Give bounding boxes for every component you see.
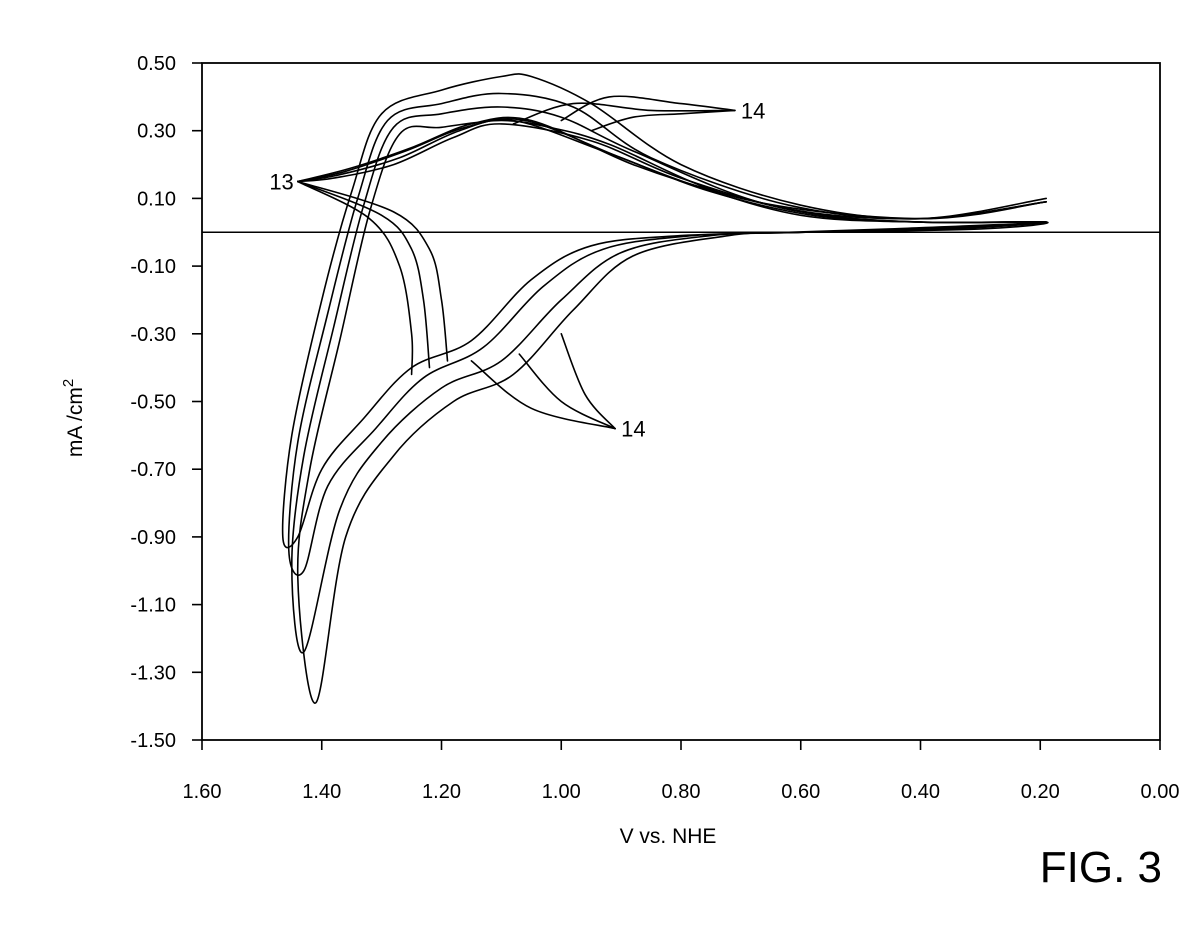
y-tick-label: 0.30 bbox=[137, 121, 176, 143]
x-tick-label: 0.80 bbox=[662, 781, 701, 803]
y-tick-label: -0.10 bbox=[130, 256, 176, 278]
x-tick-label: 1.00 bbox=[542, 781, 581, 803]
x-tick-label: 1.20 bbox=[422, 781, 461, 803]
x-tick-label: 0.20 bbox=[1021, 781, 1060, 803]
reference-numeral: 13 bbox=[269, 169, 293, 194]
y-axis-title-text: mA /cm bbox=[64, 387, 87, 457]
series-curve-11 bbox=[470, 360, 616, 430]
plot-area bbox=[201, 62, 1161, 741]
y-tick-label: -0.30 bbox=[130, 324, 176, 346]
reference-numeral: 14 bbox=[741, 98, 765, 123]
series-curve-1 bbox=[281, 73, 1049, 549]
x-tick-label: 0.60 bbox=[781, 781, 820, 803]
series-curve-10 bbox=[590, 109, 736, 132]
series-curve-9 bbox=[512, 102, 736, 125]
curves bbox=[281, 73, 1049, 704]
series-curve-13 bbox=[560, 333, 616, 430]
y-axis-title-superscript: 2 bbox=[60, 379, 77, 387]
y-tick-label: 0.10 bbox=[137, 188, 176, 210]
x-tick-label: 1.40 bbox=[302, 781, 341, 803]
y-axis: 0.50 0.30 0.10 -0.10 -0.30 -0.50 -0.70 -0.90 -1.… bbox=[130, 53, 202, 752]
series-curve-3 bbox=[291, 106, 1047, 654]
y-tick-label: -1.10 bbox=[130, 595, 176, 617]
series-curve-12 bbox=[518, 353, 616, 430]
x-tick-label: 0.00 bbox=[1141, 781, 1180, 803]
annotations: 13 14 14 bbox=[269, 98, 765, 441]
x-axis: 1.60 1.40 1.20 1.00 0.80 0.60 0.40 0.20 0.00 bbox=[183, 740, 1180, 803]
x-axis-title: V vs. NHE bbox=[620, 825, 717, 848]
y-tick-label: -0.50 bbox=[130, 392, 176, 414]
y-tick-label: -1.30 bbox=[130, 662, 176, 684]
y-tick-label: -0.90 bbox=[130, 527, 176, 549]
x-tick-label: 0.40 bbox=[901, 781, 940, 803]
figure-label: FIG. 3 bbox=[1040, 843, 1162, 892]
series-curve-7 bbox=[297, 180, 414, 376]
series-curve-5 bbox=[297, 180, 431, 369]
series-curve-6 bbox=[297, 180, 449, 362]
svg-text:mA /cm2: mA /cm2 bbox=[60, 379, 87, 457]
series-curve-4 bbox=[296, 116, 1048, 704]
series-curve-8 bbox=[560, 95, 736, 122]
x-tick-label: 1.60 bbox=[183, 781, 222, 803]
y-tick-label: 0.50 bbox=[137, 53, 176, 75]
y-tick-label: -1.50 bbox=[130, 730, 176, 752]
y-tick-label: -0.70 bbox=[130, 459, 176, 481]
y-axis-title: mA /cm2 bbox=[60, 379, 87, 457]
reference-numeral: 14 bbox=[621, 417, 645, 442]
